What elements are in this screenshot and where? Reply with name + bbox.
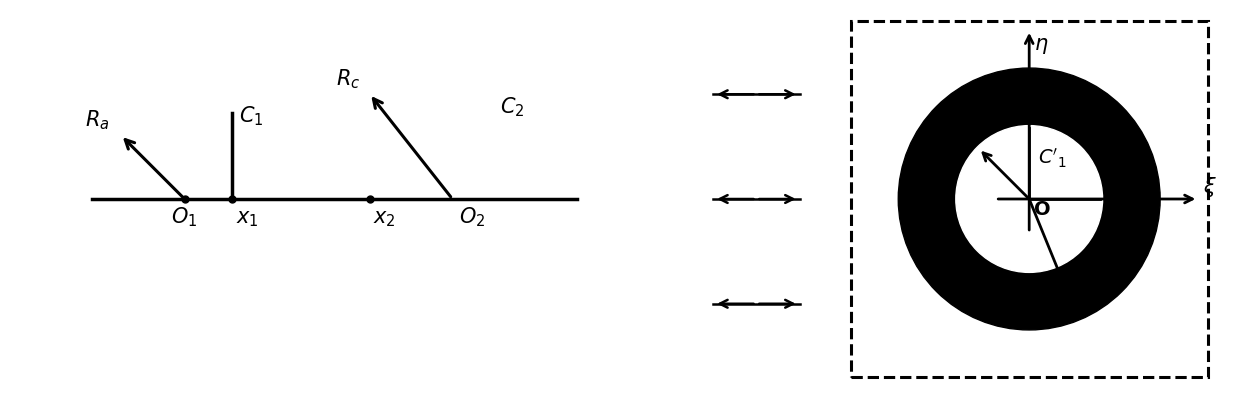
Text: $R'_c$: $R'_c$ xyxy=(1073,287,1101,310)
Text: $O_2$: $O_2$ xyxy=(459,205,485,229)
Text: O: O xyxy=(1034,200,1050,219)
Circle shape xyxy=(956,126,1102,272)
Text: $O_1$: $O_1$ xyxy=(171,205,197,229)
Text: $R_c$: $R_c$ xyxy=(336,67,360,91)
Text: $\xi$: $\xi$ xyxy=(1203,175,1216,199)
Text: $x_1$: $x_1$ xyxy=(236,209,258,229)
Text: $C'_2$: $C'_2$ xyxy=(1112,72,1141,95)
Circle shape xyxy=(898,68,1161,330)
Text: $x_2$: $x_2$ xyxy=(373,209,396,229)
Circle shape xyxy=(329,75,577,323)
Text: $C'_1$: $C'_1$ xyxy=(1038,147,1066,170)
Text: $\eta$: $\eta$ xyxy=(1033,36,1048,56)
Text: $R'_a$: $R'_a$ xyxy=(936,129,965,153)
Text: $C_1$: $C_1$ xyxy=(239,104,263,128)
Text: $R_a$: $R_a$ xyxy=(84,108,109,132)
Circle shape xyxy=(92,107,277,291)
Text: $C_2$: $C_2$ xyxy=(500,95,525,119)
